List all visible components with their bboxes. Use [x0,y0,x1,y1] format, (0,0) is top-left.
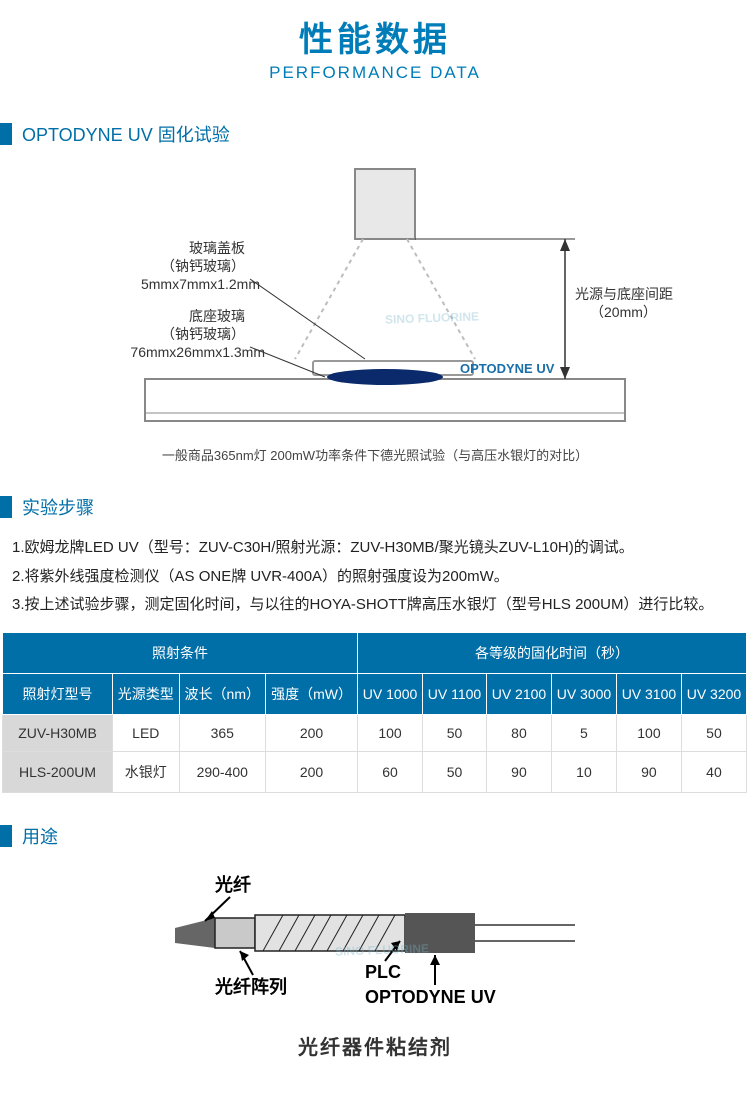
arrow-up-icon [560,239,570,251]
section-title: OPTODYNE UV 固化试验 [22,121,230,147]
th-model: 照射灯型号 [3,673,113,714]
base-label: 底座玻璃 [189,308,245,324]
cell-val: 60 [358,751,423,792]
cure-time-table: 照射条件 各等级的固化时间（秒） 照射灯型号 光源类型 波长（nm） 强度（mW… [2,632,747,793]
base-block-icon [145,379,625,421]
title-en: PERFORMANCE DATA [0,63,750,83]
cell-val: 40 [681,751,746,792]
section-bar-steps: 实验步骤 [0,494,750,520]
section-title: 实验步骤 [22,494,94,520]
section-bar-test: OPTODYNE UV 固化试验 [0,121,750,147]
th-type: 光源类型 [113,673,180,714]
cell-val: 80 [486,714,551,751]
usage-label-plc: PLC [365,962,401,982]
ferrule-icon [215,918,255,948]
cell-wave: 365 [179,714,265,751]
cell-val: 90 [616,751,681,792]
section-bar-marker [0,496,12,518]
th-group-conditions: 照射条件 [3,632,358,673]
cell-model: ZUV-H30MB [3,714,113,751]
cell-wave: 290-400 [179,751,265,792]
cell-val: 50 [423,714,487,751]
page-header: 性能数据 PERFORMANCE DATA [0,0,750,91]
title-cn: 性能数据 [0,12,750,61]
th-uv: UV 1000 [358,673,423,714]
base-label: （钠钙玻璃） [161,326,245,342]
cell-type: 水银灯 [113,751,180,792]
cover-label: （钠钙玻璃） [161,258,245,274]
step-text: 2.将紫外线强度检测仪（AS ONE牌 UVR-400A）的照射强度设为200m… [12,563,738,592]
plc-block-icon [405,913,475,953]
connector-left-icon [175,918,215,948]
usage-diagram: 光纤 光纤阵列 PLC OPTODYNE UV SINO FLUORINE [135,863,615,1023]
section-bar-marker [0,825,12,847]
table-row: ZUV-H30MB LED 365 200 100 50 80 5 100 50 [3,714,747,751]
cell-val: 100 [616,714,681,751]
usage-caption: 光纤器件粘结剂 [0,1031,750,1060]
sample-drop-icon [327,369,443,385]
diagram-svg: 玻璃盖板 （钠钙玻璃） 5mmx7mmx1.2mm 底座玻璃 （钠钙玻璃） 76… [65,161,685,441]
th-uv: UV 3100 [616,673,681,714]
sample-label: OPTODYNE UV [460,361,555,376]
cell-type: LED [113,714,180,751]
cell-val: 5 [551,714,616,751]
cell-val: 100 [358,714,423,751]
cell-model: HLS-200UM [3,751,113,792]
cell-val: 50 [681,714,746,751]
section-bar-usage: 用途 [0,823,750,849]
section-title: 用途 [22,823,58,849]
cover-label: 5mmx7mmx1.2mm [141,276,260,292]
cell-val: 90 [486,751,551,792]
cell-power: 200 [266,714,358,751]
usage-label-opto: OPTODYNE UV [365,987,496,1007]
th-uv: UV 2100 [486,673,551,714]
section-bar-marker [0,123,12,145]
cell-power: 200 [266,751,358,792]
usage-svg: 光纤 光纤阵列 PLC OPTODYNE UV [135,863,615,1023]
cover-label: 玻璃盖板 [189,240,245,256]
step-text: 1.欧姆龙牌LED UV（型号：ZUV-C30H/照射光源：ZUV-H30MB/… [12,534,738,563]
distance-label: （20mm） [590,304,657,320]
beam-line [407,239,475,359]
th-group-times: 各等级的固化时间（秒） [358,632,747,673]
step-text: 3.按上述试验步骤，测定固化时间，与以往的HOYA-SHOTT牌高压水银灯（型号… [12,591,738,620]
th-uv: UV 3000 [551,673,616,714]
th-uv: UV 3200 [681,673,746,714]
diagram-caption: 一般商品365nm灯 200mW功率条件下德光照试验（与高压水银灯的对比） [0,445,750,464]
arrow-icon [430,955,440,965]
th-wave: 波长（nm） [179,673,265,714]
base-label: 76mmx26mmx1.3mm [130,344,265,360]
usage-label-array: 光纤阵列 [214,976,287,997]
experiment-steps: 1.欧姆龙牌LED UV（型号：ZUV-C30H/照射光源：ZUV-H30MB/… [0,534,750,620]
uv-lamp-icon [355,169,415,239]
table-row: HLS-200UM 水银灯 290-400 200 60 50 90 10 90… [3,751,747,792]
cell-val: 50 [423,751,487,792]
arrow-down-icon [560,367,570,379]
th-uv: UV 1100 [423,673,487,714]
usage-label-fiber: 光纤 [214,874,251,895]
beam-line [295,239,363,359]
cure-test-diagram: 玻璃盖板 （钠钙玻璃） 5mmx7mmx1.2mm 底座玻璃 （钠钙玻璃） 76… [65,161,685,441]
th-power: 强度（mW） [266,673,358,714]
distance-label: 光源与底座间距 [575,286,673,302]
cell-val: 10 [551,751,616,792]
